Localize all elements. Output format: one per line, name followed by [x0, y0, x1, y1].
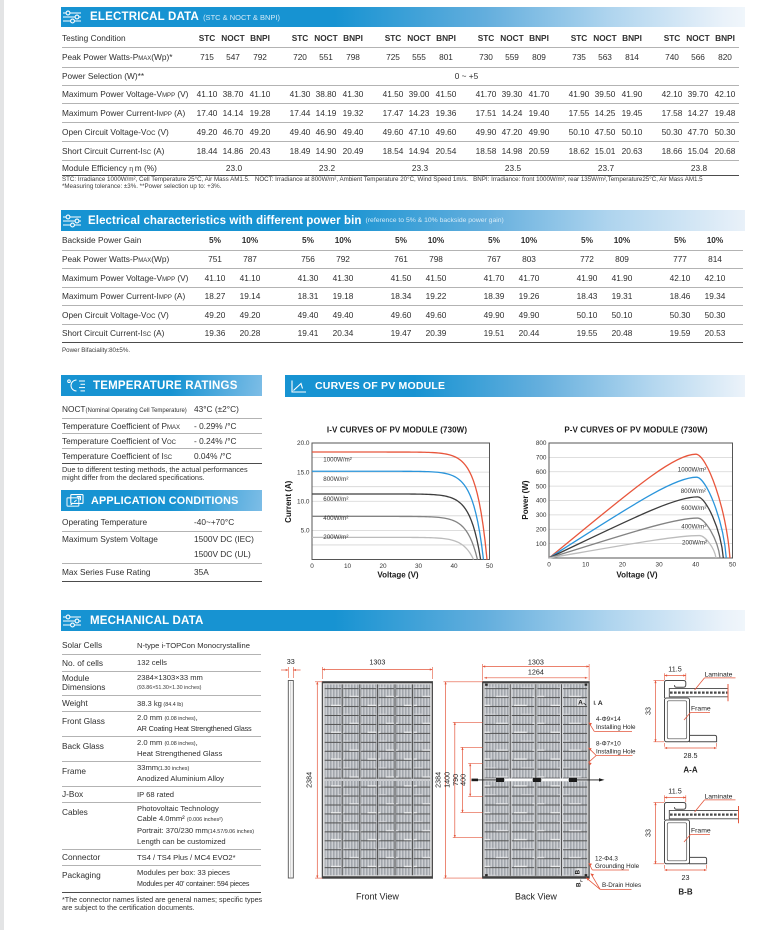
svg-text:I-V CURVES OF PV MODULE (730W): I-V CURVES OF PV MODULE (730W): [327, 426, 467, 435]
svg-text:500: 500: [536, 483, 547, 490]
svg-text:A-A: A-A: [683, 766, 697, 775]
svg-text:300: 300: [536, 512, 547, 519]
svg-text:Current (A): Current (A): [284, 480, 293, 523]
svg-text:28.5: 28.5: [684, 751, 698, 760]
svg-text:A: A: [578, 700, 583, 707]
svg-text:10: 10: [344, 563, 352, 570]
svg-text:B-B: B-B: [678, 888, 692, 897]
svg-text:Frame: Frame: [691, 828, 711, 835]
svg-text:600W/m²: 600W/m²: [323, 496, 348, 503]
svg-text:10: 10: [582, 561, 590, 568]
svg-text:200W/m²: 200W/m²: [682, 540, 707, 547]
svg-text:40: 40: [692, 561, 700, 568]
svg-text:1000W/m²: 1000W/m²: [678, 466, 707, 473]
svg-text:4-Φ9×14: 4-Φ9×14: [596, 716, 621, 723]
svg-text:20: 20: [619, 561, 627, 568]
svg-text:23: 23: [682, 873, 690, 882]
svg-text:2384: 2384: [433, 772, 442, 788]
svg-text:400W/m²: 400W/m²: [681, 524, 706, 531]
svg-text:1303: 1303: [528, 658, 544, 667]
svg-text:400: 400: [459, 774, 468, 786]
svg-text:Voltage (V): Voltage (V): [377, 571, 419, 580]
svg-text:8-Φ7×10: 8-Φ7×10: [596, 741, 621, 748]
svg-text:B: B: [575, 882, 582, 887]
svg-text:30: 30: [656, 561, 664, 568]
svg-text:Laminate: Laminate: [705, 794, 733, 801]
svg-text:33: 33: [644, 829, 653, 837]
svg-text:40: 40: [450, 563, 458, 570]
svg-text:700: 700: [536, 455, 547, 462]
svg-text:P-V CURVES OF PV MODULE (730W): P-V CURVES OF PV MODULE (730W): [564, 426, 708, 435]
svg-text:1264: 1264: [528, 668, 544, 677]
svg-text:Power (W): Power (W): [521, 480, 530, 519]
svg-text:10.0: 10.0: [297, 498, 310, 505]
svg-text:Laminate: Laminate: [705, 672, 733, 679]
svg-text:800: 800: [536, 440, 547, 447]
svg-text:Installing Hole: Installing Hole: [596, 724, 636, 731]
svg-text:1000W/m²: 1000W/m²: [323, 456, 352, 463]
svg-text:5.0: 5.0: [301, 528, 310, 535]
svg-text:33: 33: [644, 707, 653, 715]
svg-text:30: 30: [415, 563, 423, 570]
svg-text:12-Φ4.3: 12-Φ4.3: [595, 855, 618, 862]
svg-text:11.5: 11.5: [668, 787, 681, 796]
svg-text:800W/m²: 800W/m²: [323, 476, 348, 483]
svg-text:200: 200: [536, 527, 547, 534]
svg-text:A: A: [598, 700, 603, 707]
svg-text:600W/m²: 600W/m²: [681, 505, 706, 512]
svg-text:800W/m²: 800W/m²: [681, 488, 706, 495]
svg-text:15.0: 15.0: [297, 469, 310, 476]
svg-text:200W/m²: 200W/m²: [323, 534, 348, 541]
svg-text:Front View: Front View: [356, 892, 399, 902]
svg-text:100: 100: [536, 541, 547, 548]
svg-text:1400: 1400: [443, 772, 452, 788]
svg-text:Grounding Hole: Grounding Hole: [595, 863, 640, 870]
svg-text:20.0: 20.0: [297, 440, 310, 447]
svg-text:Frame: Frame: [691, 706, 711, 713]
svg-text:50: 50: [729, 561, 737, 568]
svg-text:790: 790: [451, 774, 460, 786]
svg-text:B-Drain Holes: B-Drain Holes: [602, 882, 641, 889]
svg-text:20: 20: [379, 563, 387, 570]
svg-text:Voltage (V): Voltage (V): [616, 571, 658, 580]
svg-text:50: 50: [486, 563, 494, 570]
svg-text:11.5: 11.5: [668, 665, 681, 674]
svg-text:400W/m²: 400W/m²: [323, 515, 348, 522]
svg-text:B: B: [575, 869, 582, 874]
svg-text:0: 0: [310, 563, 314, 570]
svg-text:600: 600: [536, 469, 547, 476]
svg-text:2384: 2384: [305, 772, 314, 788]
svg-text:Back View: Back View: [515, 892, 557, 902]
svg-text:Installing Hole: Installing Hole: [596, 748, 636, 755]
svg-text:400: 400: [536, 498, 547, 505]
svg-text:1303: 1303: [369, 658, 385, 667]
svg-text:33: 33: [287, 657, 295, 666]
svg-text:0: 0: [547, 561, 551, 568]
